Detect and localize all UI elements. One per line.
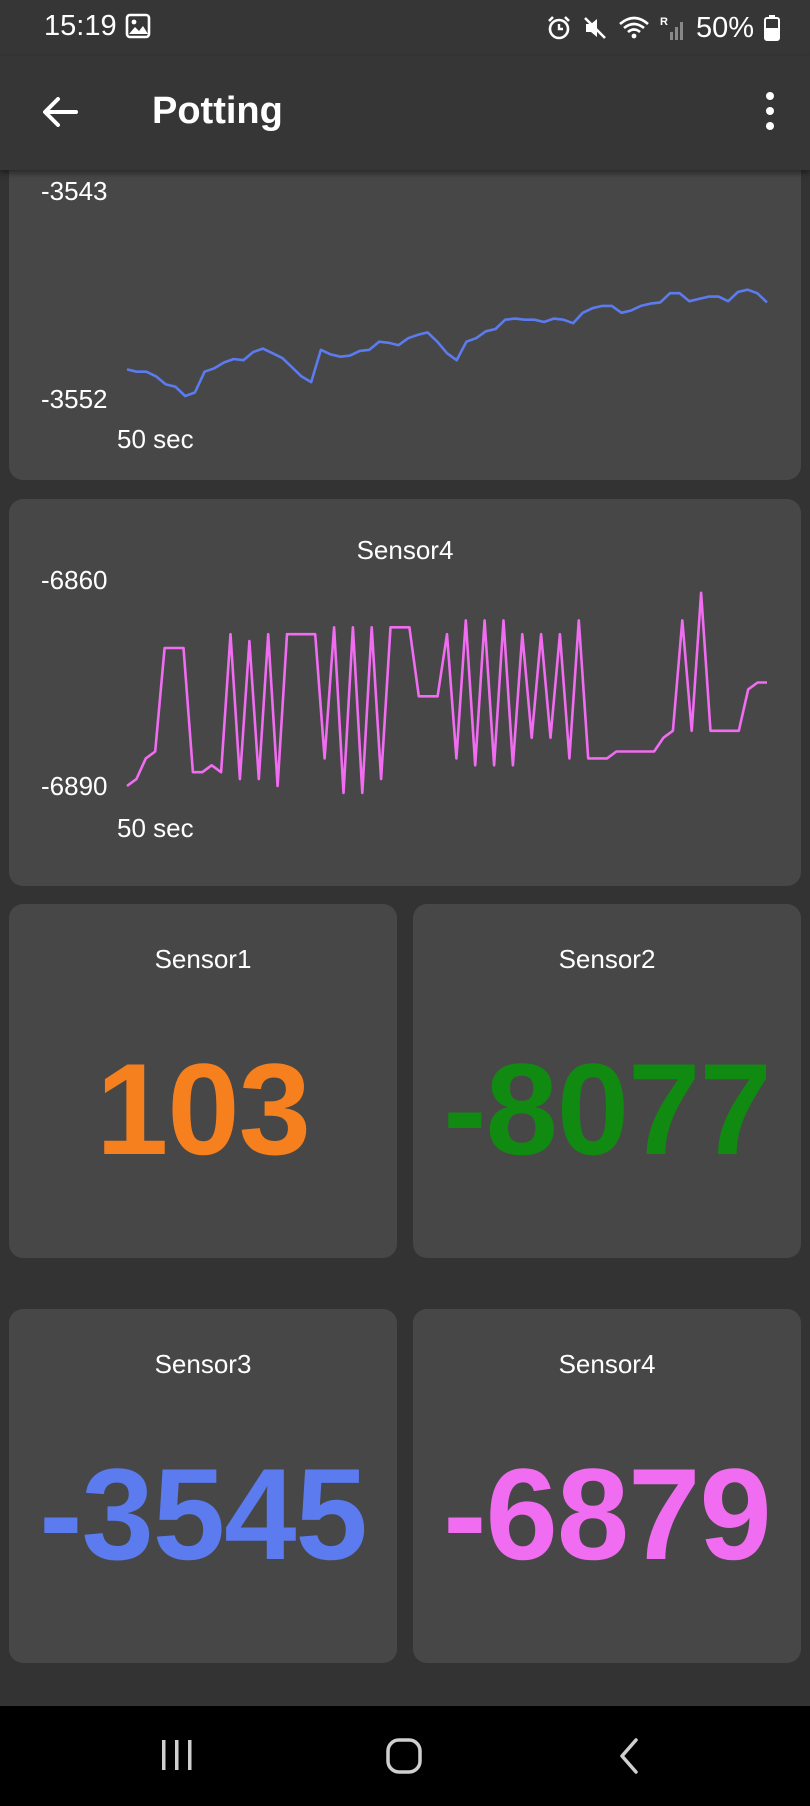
home-icon[interactable] <box>384 1736 424 1781</box>
back-icon[interactable] <box>616 1736 642 1781</box>
more-vert-icon[interactable] <box>760 86 780 136</box>
chart-card-sensor4: Sensor4 -6860 -6890 50 sec <box>9 499 801 886</box>
tile-value: 103 <box>96 1036 311 1182</box>
wifi-icon <box>618 15 650 41</box>
status-time: 15:19 <box>44 10 117 42</box>
y-axis-max-label: -6860 <box>41 565 108 595</box>
chart-card-sensor3: -3543 -3552 50 sec <box>9 170 801 480</box>
recent-apps-icon[interactable] <box>160 1736 194 1779</box>
line-chart-sensor4 <box>126 591 767 795</box>
status-bar: 15:19 R 50% <box>0 0 810 56</box>
tile-sensor1: Sensor1 103 <box>9 904 397 1258</box>
back-arrow-icon[interactable] <box>38 90 82 134</box>
y-axis-max-label: -3543 <box>41 176 108 206</box>
y-axis-min-label: -6890 <box>41 771 108 801</box>
dashboard-content[interactable]: -3543 -3552 50 sec Sensor4 -6860 -6890 5… <box>0 170 810 1706</box>
image-icon <box>125 13 151 44</box>
tile-value: -8077 <box>443 1036 772 1182</box>
chart-series-line <box>126 288 768 398</box>
tile-sensor3: Sensor3 -3545 <box>9 1309 397 1663</box>
battery-text: 50% <box>695 11 754 44</box>
signal-icon: R <box>660 14 686 42</box>
tile-label: Sensor2 <box>558 944 656 974</box>
tile-value: -6879 <box>443 1441 772 1587</box>
svg-text:R: R <box>660 16 668 28</box>
tile-sensor4: Sensor4 -6879 <box>413 1309 801 1663</box>
tile-label: Sensor3 <box>154 1349 252 1379</box>
x-axis-label: 50 sec <box>117 424 194 454</box>
y-axis-min-label: -3552 <box>41 384 108 414</box>
battery-icon <box>764 14 780 42</box>
page-title: Potting <box>152 90 283 132</box>
tile-label: Sensor1 <box>154 944 252 974</box>
tile-sensor2: Sensor2 -8077 <box>413 904 801 1258</box>
line-chart-sensor3 <box>126 288 768 398</box>
mute-icon <box>582 15 608 41</box>
x-axis-label: 50 sec <box>117 813 194 843</box>
chart-title: Sensor4 <box>356 535 454 565</box>
app-bar: Potting <box>0 56 810 170</box>
tile-value: -3545 <box>39 1441 368 1587</box>
system-nav-bar <box>0 1706 810 1806</box>
tile-label: Sensor4 <box>558 1349 656 1379</box>
chart-series-line <box>126 591 767 795</box>
alarm-icon <box>546 15 572 41</box>
